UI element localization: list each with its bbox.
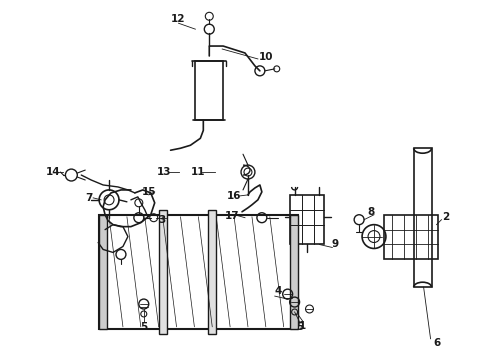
Bar <box>99 215 107 329</box>
Text: 11: 11 <box>191 167 206 177</box>
Bar <box>159 210 167 334</box>
Text: 5: 5 <box>140 322 147 332</box>
Text: 7: 7 <box>86 193 93 203</box>
Text: 8: 8 <box>368 207 375 217</box>
Text: 12: 12 <box>172 14 186 24</box>
Text: 4: 4 <box>274 286 281 296</box>
Text: 5: 5 <box>296 322 303 332</box>
Text: 10: 10 <box>259 52 273 62</box>
Bar <box>208 210 216 334</box>
Bar <box>384 215 439 260</box>
Bar <box>414 148 432 287</box>
Text: 15: 15 <box>142 187 156 197</box>
Text: 17: 17 <box>225 211 240 221</box>
Text: 6: 6 <box>433 338 440 348</box>
Bar <box>99 215 297 329</box>
Text: 3: 3 <box>158 215 165 225</box>
Bar <box>290 195 324 244</box>
Text: 9: 9 <box>332 239 339 249</box>
Bar <box>196 61 223 121</box>
Text: 1: 1 <box>299 321 306 331</box>
Text: 14: 14 <box>46 167 61 177</box>
Text: 13: 13 <box>156 167 171 177</box>
Bar <box>290 215 297 329</box>
Text: 2: 2 <box>442 212 449 222</box>
Text: 16: 16 <box>227 191 242 201</box>
